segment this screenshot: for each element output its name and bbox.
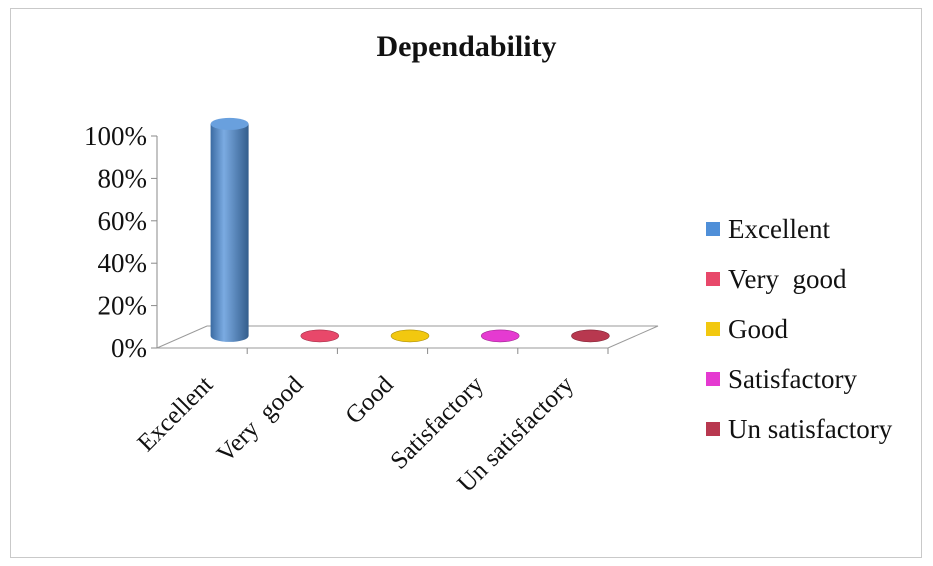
bar: [480, 329, 520, 343]
bar-top: [210, 117, 249, 130]
legend-swatch: [706, 222, 720, 236]
legend-swatch: [706, 272, 720, 286]
legend-item: Excellent: [706, 204, 892, 254]
bar: [300, 329, 340, 343]
legend-item: Good: [706, 304, 892, 354]
x-tick-label: Excellent: [132, 371, 218, 457]
bar: [210, 123, 249, 342]
legend-swatch: [706, 422, 720, 436]
chart-frame: [10, 8, 922, 558]
legend-item: Satisfactory: [706, 354, 892, 404]
chart-title: Dependability: [376, 30, 557, 63]
legend-label: Excellent: [728, 213, 830, 244]
y-tick-label: 20%: [98, 291, 148, 321]
legend-item: Very good: [706, 254, 892, 304]
chart-legend: Excellent Very good Good Satisfactory Un…: [706, 204, 892, 454]
x-tick-label: Good: [340, 371, 399, 430]
legend-label: Good: [728, 313, 788, 344]
x-tick-label: Very good: [212, 371, 309, 468]
bar: [571, 329, 610, 343]
legend-item: Un satisfactory: [706, 404, 892, 454]
y-tick-label: 60%: [98, 206, 148, 236]
legend-label: Un satisfactory: [728, 413, 893, 444]
legend-label: Very good: [728, 263, 847, 294]
legend-swatch: [706, 372, 720, 386]
y-tick-label: 0%: [111, 333, 147, 363]
y-tick-label: 80%: [98, 163, 148, 193]
bar: [390, 329, 430, 343]
legend-swatch: [706, 322, 720, 336]
y-tick-label: 100%: [84, 121, 147, 151]
legend-label: Satisfactory: [728, 363, 857, 394]
y-tick-label: 40%: [98, 248, 148, 278]
